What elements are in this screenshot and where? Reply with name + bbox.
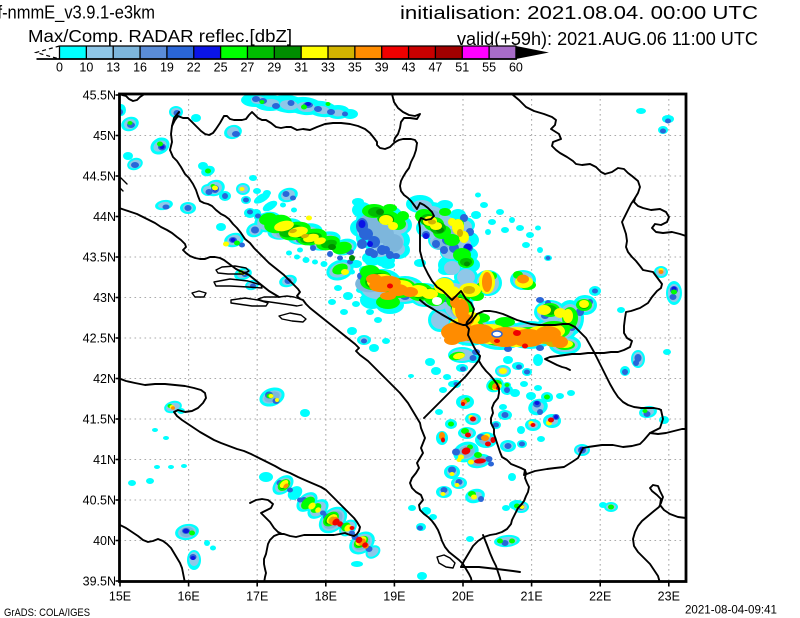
- svg-text:16: 16: [133, 61, 147, 75]
- svg-text:45N: 45N: [93, 129, 116, 143]
- svg-text:42N: 42N: [93, 372, 116, 386]
- svg-text:39.5N: 39.5N: [83, 575, 116, 589]
- svg-text:35: 35: [348, 61, 362, 75]
- svg-text:19E: 19E: [383, 590, 405, 604]
- svg-text:23E: 23E: [658, 590, 680, 604]
- svg-text:43: 43: [402, 61, 416, 75]
- svg-text:10: 10: [79, 61, 93, 75]
- svg-text:33: 33: [321, 61, 335, 75]
- svg-text:0: 0: [56, 61, 63, 75]
- svg-text:47: 47: [428, 61, 442, 75]
- svg-text:41N: 41N: [93, 453, 116, 467]
- svg-text:17E: 17E: [246, 590, 268, 604]
- svg-text:43.5N: 43.5N: [83, 251, 116, 265]
- svg-text:GrADS: COLA/IGES: GrADS: COLA/IGES: [4, 607, 90, 618]
- svg-text:Max/Comp. RADAR reflec.[dbZ]: Max/Comp. RADAR reflec.[dbZ]: [28, 26, 292, 46]
- svg-text:44N: 44N: [93, 210, 116, 224]
- svg-text:42.5N: 42.5N: [83, 332, 116, 346]
- svg-text:19: 19: [160, 61, 174, 75]
- svg-text:initialisation: 2021.08.04. 00: initialisation: 2021.08.04. 00:00 UTC: [400, 3, 758, 23]
- svg-text:22E: 22E: [589, 590, 611, 604]
- svg-text:51: 51: [455, 61, 469, 75]
- svg-text:16E: 16E: [177, 590, 199, 604]
- svg-text:21E: 21E: [520, 590, 542, 604]
- svg-text:valid(+59h): 2021.AUG.06 11:00: valid(+59h): 2021.AUG.06 11:00 UTC: [457, 29, 758, 49]
- svg-text:2021-08-04-09:41: 2021-08-04-09:41: [685, 603, 777, 617]
- svg-text:41.5N: 41.5N: [83, 413, 116, 427]
- svg-text:18E: 18E: [315, 590, 337, 604]
- svg-text:45.5N: 45.5N: [83, 89, 116, 103]
- svg-text:29: 29: [267, 61, 281, 75]
- svg-text:60: 60: [509, 61, 523, 75]
- svg-text:39: 39: [375, 61, 389, 75]
- svg-text:20E: 20E: [452, 590, 474, 604]
- svg-text:13: 13: [106, 61, 120, 75]
- svg-text:rf-nmmE_v3.9.1-e3km: rf-nmmE_v3.9.1-e3km: [0, 3, 155, 24]
- svg-text:22: 22: [187, 61, 201, 75]
- svg-text:44.5N: 44.5N: [83, 170, 116, 184]
- svg-text:15E: 15E: [109, 590, 131, 604]
- svg-text:25: 25: [214, 61, 228, 75]
- svg-text:55: 55: [482, 61, 496, 75]
- svg-text:31: 31: [294, 61, 308, 75]
- svg-text:43N: 43N: [93, 291, 116, 305]
- svg-text:40.5N: 40.5N: [83, 494, 116, 508]
- svg-text:27: 27: [240, 61, 254, 75]
- svg-text:40N: 40N: [93, 534, 116, 548]
